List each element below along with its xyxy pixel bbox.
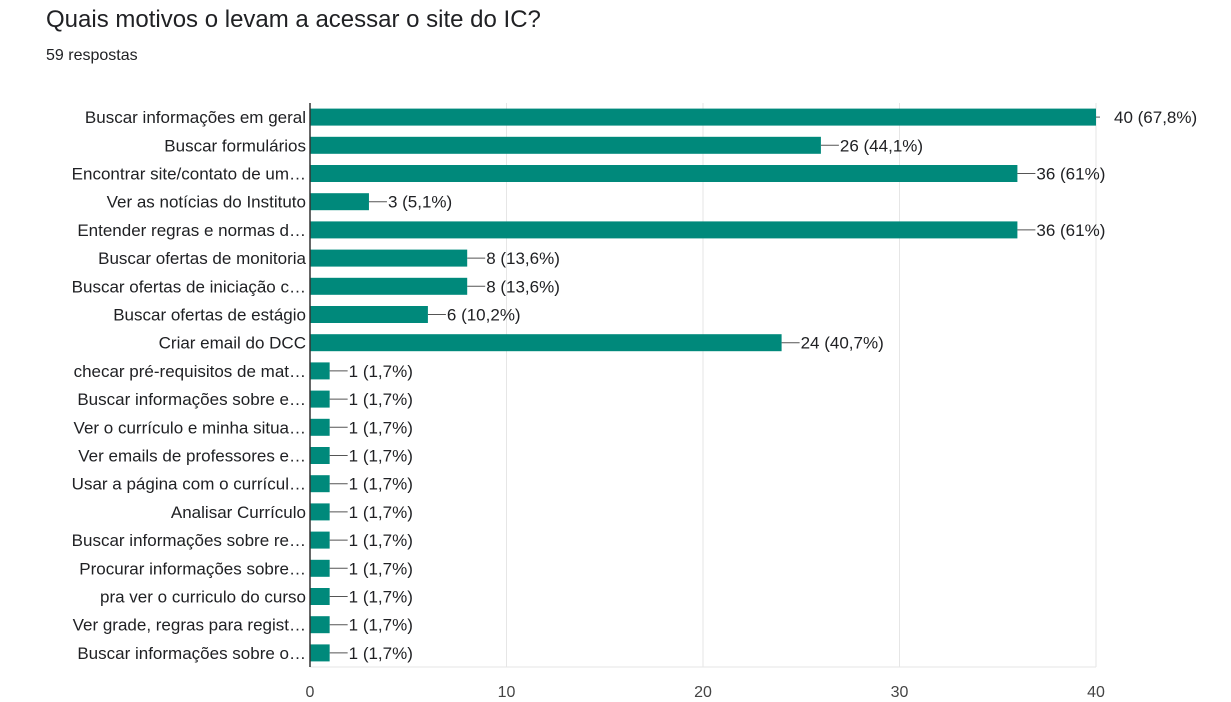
gridlines xyxy=(310,103,1097,668)
bar xyxy=(310,249,468,267)
bar xyxy=(310,447,330,464)
x-tick-label: 40 xyxy=(1087,684,1105,701)
data-label: 1 (1,7%) xyxy=(349,503,413,522)
x-tick-label: 30 xyxy=(891,684,909,701)
bar xyxy=(310,390,330,408)
data-label: 6 (10,2%) xyxy=(447,306,521,325)
data-label: 8 (13,6%) xyxy=(486,277,560,296)
bar xyxy=(310,136,821,154)
category-label: Buscar ofertas de iniciação c… xyxy=(72,277,306,296)
data-label: 1 (1,7%) xyxy=(349,588,413,607)
bar xyxy=(310,531,330,549)
data-label: 1 (1,7%) xyxy=(349,616,413,635)
data-label: 36 (61%) xyxy=(1036,221,1105,240)
category-label: Ver o currículo e minha situa… xyxy=(74,418,306,437)
data-label: 8 (13,6%) xyxy=(486,249,560,268)
bar xyxy=(310,277,468,295)
x-tick-label: 0 xyxy=(306,684,315,701)
data-label: 36 (61%) xyxy=(1036,165,1105,184)
bar xyxy=(310,503,330,521)
category-label: checar pré-requisitos de mat… xyxy=(74,362,306,381)
category-label: Criar email do DCC xyxy=(159,334,306,353)
category-label: Buscar formulários xyxy=(164,136,306,155)
data-label: 1 (1,7%) xyxy=(349,418,413,437)
category-label: pra ver o curriculo do curso xyxy=(100,588,306,607)
response-count: 59 respostas xyxy=(46,47,138,64)
data-label: 3 (5,1%) xyxy=(388,193,452,212)
category-label: Encontrar site/contato de um… xyxy=(72,165,306,184)
labels: 0 10 20 30 40 Buscar informações em geral 40 (… xyxy=(72,103,1197,701)
bar xyxy=(310,616,330,634)
bar xyxy=(310,193,369,211)
bar xyxy=(310,362,330,380)
data-label: 40 (67,8%) xyxy=(1114,108,1197,127)
category-label: Procurar informações sobre… xyxy=(79,559,306,578)
category-label: Buscar informações sobre e… xyxy=(77,390,306,409)
category-label: Buscar informações sobre o… xyxy=(77,644,306,663)
bar xyxy=(310,475,330,493)
bars xyxy=(310,108,1096,662)
bar xyxy=(310,644,330,662)
category-label: Ver as notícias do Instituto xyxy=(107,193,306,212)
bar xyxy=(310,588,330,605)
category-label: Ver grade, regras para regist… xyxy=(73,616,306,635)
chart-title: Quais motivos o levam a acessar o site d… xyxy=(46,6,541,33)
data-label: 1 (1,7%) xyxy=(349,362,413,381)
bar xyxy=(310,306,428,323)
data-label: 26 (44,1%) xyxy=(840,136,923,155)
x-tick-label: 20 xyxy=(694,684,712,701)
data-label: 1 (1,7%) xyxy=(349,447,413,466)
x-tick-label: 10 xyxy=(498,684,516,701)
data-label: 1 (1,7%) xyxy=(349,475,413,494)
bar xyxy=(310,108,1096,126)
category-label: Buscar ofertas de monitoria xyxy=(98,249,306,268)
category-label: Usar a página com o currícul… xyxy=(72,475,306,494)
data-label: 1 (1,7%) xyxy=(349,531,413,550)
category-label: Buscar informações em geral xyxy=(85,108,306,127)
bar xyxy=(310,165,1018,182)
data-label: 1 (1,7%) xyxy=(349,644,413,663)
data-label: 1 (1,7%) xyxy=(349,559,413,578)
bar xyxy=(310,418,330,436)
category-label: Buscar ofertas de estágio xyxy=(113,306,306,325)
category-label: Buscar informações sobre re… xyxy=(72,531,306,550)
bar xyxy=(310,559,330,577)
category-label: Entender regras e normas d… xyxy=(77,221,306,240)
bar xyxy=(310,334,782,352)
data-label: 1 (1,7%) xyxy=(349,390,413,409)
bar xyxy=(310,221,1018,239)
category-label: Ver emails de professores e… xyxy=(78,447,306,466)
data-label: 24 (40,7%) xyxy=(801,334,884,353)
category-label: Analisar Currículo xyxy=(171,503,306,522)
